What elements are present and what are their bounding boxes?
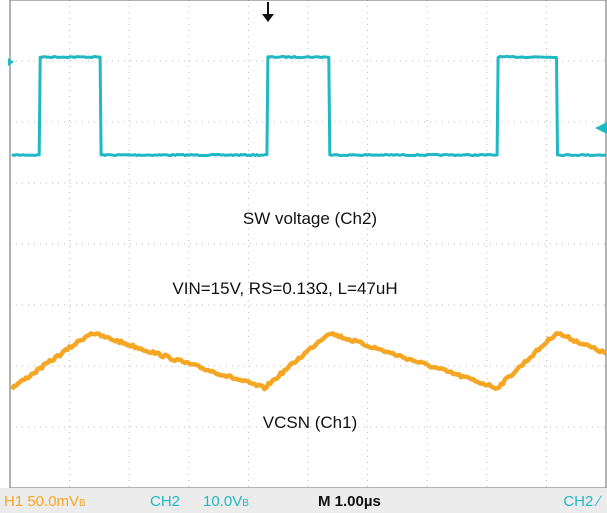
- ch2-ground-marker: [8, 58, 14, 66]
- sw-voltage-trace: [11, 54, 607, 158]
- ch2-scale-text: 10.0V: [203, 493, 242, 510]
- trigger-position-marker: [262, 14, 274, 22]
- status-bar: [0, 488, 607, 513]
- ch2-trigger-level-marker: [595, 122, 607, 134]
- traces-layer: [10, 54, 607, 392]
- ch2-name-readout: CH2: [150, 493, 180, 510]
- ch1-scale-text: H1 50.0mV: [4, 493, 79, 510]
- ch1-scale-readout: H1 50.0mVB: [4, 493, 86, 510]
- vcsn-label: VCSN (Ch1): [263, 413, 357, 432]
- test-conditions-label: VIN=15V, RS=0.13Ω, L=47uH: [172, 279, 397, 298]
- timebase-readout: M 1.00µs: [318, 493, 381, 510]
- ch2-scale-readout: 10.0VB: [203, 493, 249, 510]
- vcsn-trace: [10, 331, 607, 392]
- trigger-readout: CH2 ∕: [563, 493, 602, 510]
- sw-voltage-label: SW voltage (Ch2): [243, 209, 377, 228]
- ch1-bandwidth-suffix: B: [79, 498, 86, 509]
- ch2-bandwidth-suffix: B: [242, 498, 249, 509]
